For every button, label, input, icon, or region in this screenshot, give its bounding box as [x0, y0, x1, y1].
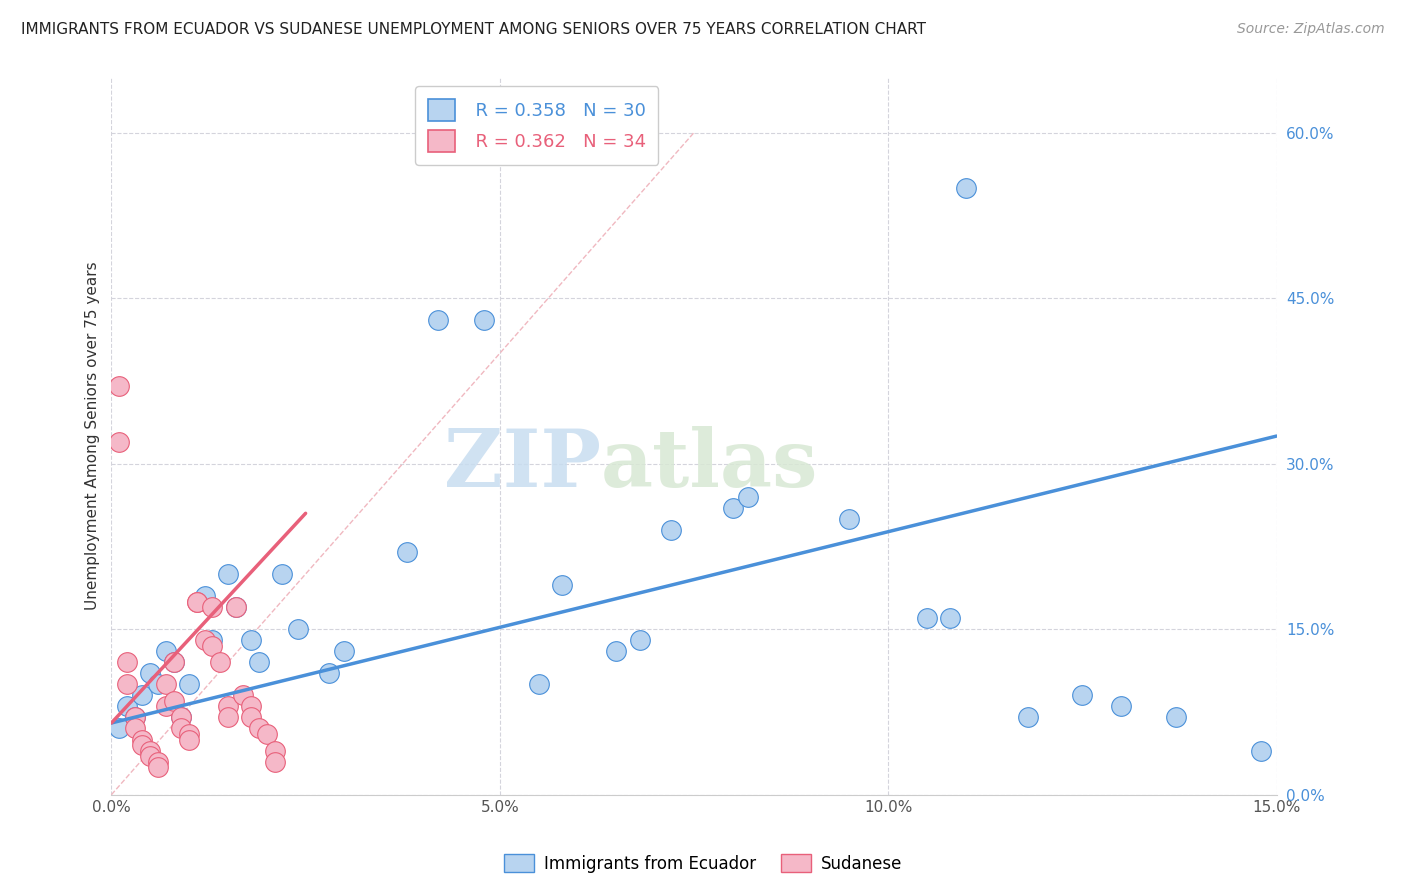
- Point: [186, 594, 208, 608]
- Point: [115, 655, 138, 669]
- Point: [527, 677, 550, 691]
- Point: [247, 722, 270, 736]
- Point: [1071, 689, 1094, 703]
- Point: [838, 512, 860, 526]
- Point: [194, 633, 217, 648]
- Point: [177, 677, 200, 691]
- Point: [146, 677, 169, 691]
- Point: [139, 666, 162, 681]
- Point: [170, 722, 193, 736]
- Point: [131, 689, 153, 703]
- Point: [124, 710, 146, 724]
- Point: [240, 699, 263, 714]
- Point: [201, 633, 224, 648]
- Point: [177, 727, 200, 741]
- Point: [232, 689, 254, 703]
- Point: [659, 523, 682, 537]
- Point: [155, 677, 177, 691]
- Point: [115, 677, 138, 691]
- Point: [333, 644, 356, 658]
- Point: [551, 578, 574, 592]
- Point: [108, 722, 131, 736]
- Point: [1017, 710, 1039, 724]
- Point: [256, 727, 278, 741]
- Point: [201, 600, 224, 615]
- Point: [472, 313, 495, 327]
- Point: [225, 600, 247, 615]
- Point: [115, 699, 138, 714]
- Point: [186, 594, 208, 608]
- Point: [240, 710, 263, 724]
- Point: [162, 655, 184, 669]
- Text: ZIP: ZIP: [444, 425, 600, 504]
- Point: [177, 732, 200, 747]
- Legend:   R = 0.358   N = 30,   R = 0.362   N = 34: R = 0.358 N = 30, R = 0.362 N = 34: [415, 87, 658, 165]
- Point: [209, 655, 232, 669]
- Point: [628, 633, 651, 648]
- Legend: Immigrants from Ecuador, Sudanese: Immigrants from Ecuador, Sudanese: [498, 847, 908, 880]
- Point: [139, 749, 162, 764]
- Point: [271, 567, 294, 582]
- Point: [131, 732, 153, 747]
- Point: [217, 567, 239, 582]
- Text: Source: ZipAtlas.com: Source: ZipAtlas.com: [1237, 22, 1385, 37]
- Point: [426, 313, 449, 327]
- Point: [108, 379, 131, 393]
- Point: [217, 710, 239, 724]
- Point: [124, 710, 146, 724]
- Point: [146, 760, 169, 774]
- Point: [955, 181, 977, 195]
- Point: [155, 699, 177, 714]
- Point: [915, 611, 938, 625]
- Point: [263, 755, 285, 769]
- Point: [1250, 743, 1272, 757]
- Point: [170, 710, 193, 724]
- Point: [217, 699, 239, 714]
- Point: [201, 639, 224, 653]
- Point: [318, 666, 340, 681]
- Point: [225, 600, 247, 615]
- Point: [124, 722, 146, 736]
- Point: [162, 655, 184, 669]
- Text: IMMIGRANTS FROM ECUADOR VS SUDANESE UNEMPLOYMENT AMONG SENIORS OVER 75 YEARS COR: IMMIGRANTS FROM ECUADOR VS SUDANESE UNEM…: [21, 22, 927, 37]
- Point: [139, 743, 162, 757]
- Point: [162, 694, 184, 708]
- Point: [131, 738, 153, 752]
- Point: [287, 622, 309, 636]
- Point: [939, 611, 962, 625]
- Point: [155, 644, 177, 658]
- Text: atlas: atlas: [600, 425, 818, 504]
- Point: [108, 434, 131, 449]
- Point: [146, 755, 169, 769]
- Point: [247, 655, 270, 669]
- Point: [263, 743, 285, 757]
- Point: [194, 589, 217, 603]
- Point: [721, 500, 744, 515]
- Point: [737, 490, 759, 504]
- Point: [605, 644, 627, 658]
- Point: [1109, 699, 1132, 714]
- Y-axis label: Unemployment Among Seniors over 75 years: Unemployment Among Seniors over 75 years: [86, 261, 100, 610]
- Point: [240, 633, 263, 648]
- Point: [170, 710, 193, 724]
- Point: [395, 545, 418, 559]
- Point: [1164, 710, 1187, 724]
